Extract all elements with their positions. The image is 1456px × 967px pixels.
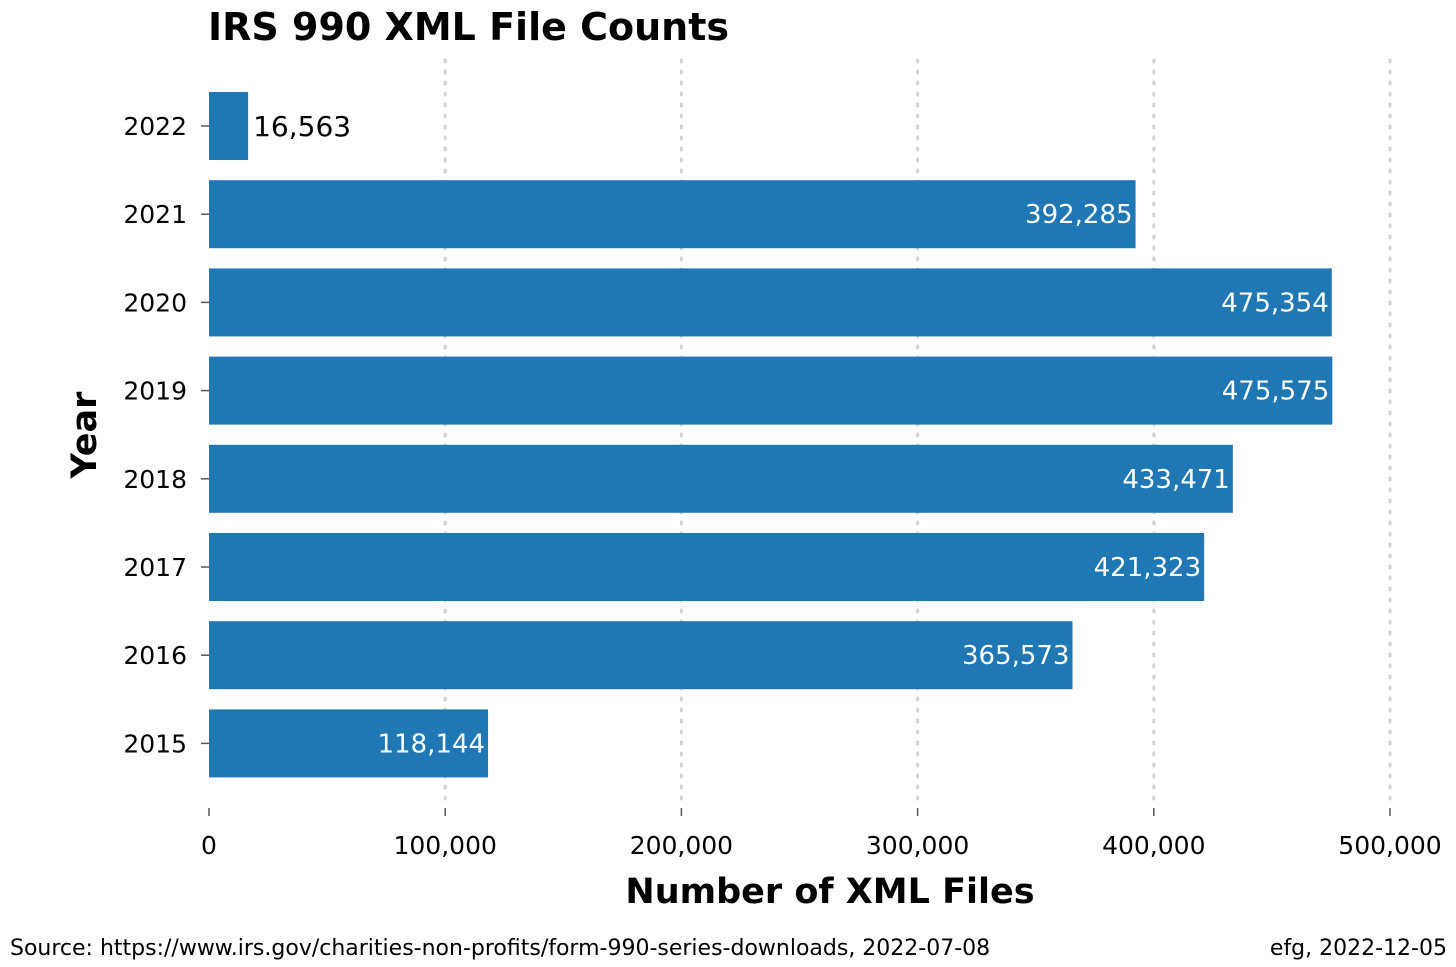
author-credit: efg, 2022-12-05 [1270, 936, 1447, 961]
y-tick-label: 2022 [123, 112, 187, 141]
bar [209, 709, 489, 778]
x-tick-label: 100,000 [394, 831, 497, 860]
x-tick-label: 400,000 [1102, 831, 1205, 860]
y-axis: 2022 2021 2020 2019 2018 2017 2016 2015 [123, 112, 209, 758]
x-axis-title: Number of XML Files [625, 872, 1034, 912]
x-axis: 0 100,000 200,000 300,000 400,000 500,000 [201, 808, 1442, 860]
x-tick-label: 500,000 [1338, 831, 1441, 860]
y-tick-label: 2016 [123, 641, 187, 670]
data-label: 475,354 [1221, 288, 1329, 318]
data-label: 433,471 [1122, 465, 1230, 495]
y-tick-label: 2020 [123, 288, 187, 317]
y-tick-label: 2019 [123, 377, 187, 406]
x-tick-label: 0 [201, 831, 217, 860]
source-note: Source: https://www.irs.gov/charities-no… [10, 936, 990, 961]
bar [209, 621, 1073, 690]
data-label: 118,144 [378, 729, 486, 759]
bar [209, 533, 1205, 601]
x-tick-label: 300,000 [866, 831, 969, 860]
bar [209, 180, 1136, 249]
bar [209, 92, 249, 160]
data-label: 365,573 [962, 641, 1070, 671]
data-label: 421,323 [1094, 553, 1202, 583]
y-axis-title: Year [65, 391, 105, 479]
bar [209, 268, 1332, 337]
data-label: 16,563 [253, 110, 351, 143]
data-label: 475,575 [1222, 377, 1330, 407]
bars: 16,563 392,285 475,354 475,575 433,471 421,32… [209, 92, 1333, 778]
bar [209, 356, 1333, 425]
x-tick-label: 200,000 [630, 831, 733, 860]
y-tick-label: 2015 [123, 729, 187, 758]
y-tick-label: 2018 [123, 465, 187, 494]
y-tick-label: 2017 [123, 553, 187, 582]
y-tick-label: 2021 [123, 200, 187, 229]
data-label: 392,285 [1025, 200, 1133, 230]
chart-title: IRS 990 XML File Counts [208, 5, 729, 49]
bar [209, 444, 1233, 513]
